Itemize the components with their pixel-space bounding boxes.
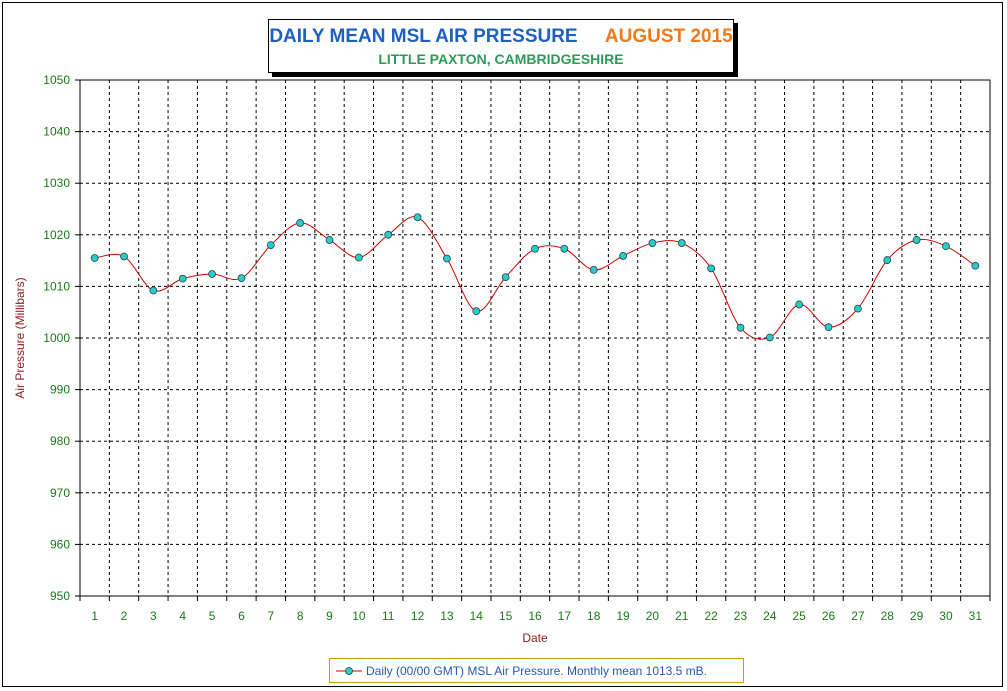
x-tick-label: 21 xyxy=(675,609,689,623)
data-point xyxy=(971,261,980,270)
x-tick-label: 23 xyxy=(734,609,748,623)
y-tick-label: 1050 xyxy=(43,73,70,87)
chart-title: DAILY MEAN MSL AIR PRESSURE xyxy=(269,26,578,47)
x-tick-label: 17 xyxy=(558,609,572,623)
x-tick-label: 7 xyxy=(267,609,274,623)
x-axis-title: Date xyxy=(522,631,548,645)
x-tick-label: 12 xyxy=(411,609,425,623)
data-point xyxy=(531,244,539,253)
data-point xyxy=(707,264,716,273)
data-point xyxy=(90,254,99,262)
x-tick-label: 24 xyxy=(763,609,777,623)
data-point xyxy=(443,254,451,263)
y-tick-label: 1040 xyxy=(43,125,70,139)
data-point xyxy=(149,286,158,295)
y-tick-label: 1020 xyxy=(43,228,70,242)
y-axis-title: Air Pressure (Millibars) xyxy=(13,277,27,398)
data-point xyxy=(619,252,627,260)
data-point xyxy=(472,307,481,316)
legend-swatch-icon xyxy=(336,667,362,675)
data-point xyxy=(266,241,275,250)
y-tick-label: 1010 xyxy=(43,279,70,293)
plot-border xyxy=(79,79,991,597)
x-tick-label: 28 xyxy=(881,609,895,623)
legend-label: Daily (00/00 GMT) MSL Air Pressure. Mont… xyxy=(366,664,708,678)
x-tick-label: 4 xyxy=(179,609,186,623)
x-tick-label: 16 xyxy=(528,609,542,623)
data-point xyxy=(854,304,862,313)
data-point xyxy=(208,270,216,278)
x-tick-label: 22 xyxy=(704,609,718,623)
data-point xyxy=(413,213,422,222)
x-tick-label: 1 xyxy=(91,609,98,623)
x-tick-label: 2 xyxy=(121,609,128,623)
y-tick-label: 980 xyxy=(50,434,70,448)
data-point xyxy=(912,236,921,244)
data-point xyxy=(736,323,745,332)
x-tick-label: 27 xyxy=(851,609,865,623)
y-tick-label: 1030 xyxy=(43,176,70,190)
x-tick-label: 18 xyxy=(587,609,601,623)
chart-title-month: AUGUST 2015 xyxy=(604,26,733,47)
chart-subtitle: LITTLE PAXTON, CAMBRIDGESHIRE xyxy=(378,51,624,67)
x-tick-label: 20 xyxy=(646,609,660,623)
data-point xyxy=(354,253,363,262)
data-point xyxy=(296,219,305,227)
y-tick-label: 990 xyxy=(50,383,70,397)
chart-title-box: DAILY MEAN MSL AIR PRESSURE AUGUST 2015 … xyxy=(268,19,734,73)
x-tick-label: 8 xyxy=(297,609,304,623)
x-tick-label: 13 xyxy=(440,609,454,623)
data-point xyxy=(824,323,833,332)
y-tick-label: 950 xyxy=(50,589,70,603)
y-tick-label: 960 xyxy=(50,537,70,551)
data-point xyxy=(120,252,128,261)
x-tick-label: 31 xyxy=(969,609,983,623)
x-tick-label: 9 xyxy=(326,609,333,623)
legend: Daily (00/00 GMT) MSL Air Pressure. Mont… xyxy=(329,658,744,683)
x-tick-label: 29 xyxy=(910,609,924,623)
x-tick-label: 5 xyxy=(209,609,216,623)
x-tick-label: 14 xyxy=(470,609,484,623)
x-tick-label: 3 xyxy=(150,609,157,623)
data-point xyxy=(942,242,950,251)
x-tick-label: 19 xyxy=(616,609,630,623)
data-point xyxy=(765,333,774,342)
x-tick-label: 11 xyxy=(382,609,395,623)
x-tick-label: 6 xyxy=(238,609,245,623)
x-tick-label: 10 xyxy=(352,609,366,623)
data-point xyxy=(883,256,892,264)
x-tick-label: 25 xyxy=(793,609,807,623)
x-tick-label: 15 xyxy=(499,609,513,623)
data-point xyxy=(648,239,657,247)
data-point xyxy=(677,239,686,247)
data-point xyxy=(325,236,334,244)
data-point xyxy=(795,300,804,309)
y-tick-label: 1000 xyxy=(43,331,70,345)
data-point xyxy=(384,230,393,239)
x-tick-label: 26 xyxy=(822,609,836,623)
data-point xyxy=(589,265,598,274)
x-tick-label: 30 xyxy=(939,609,953,623)
data-point xyxy=(560,244,569,253)
data-point xyxy=(178,274,187,283)
data-point xyxy=(501,273,510,282)
data-point xyxy=(237,274,246,283)
y-tick-label: 970 xyxy=(50,486,70,500)
